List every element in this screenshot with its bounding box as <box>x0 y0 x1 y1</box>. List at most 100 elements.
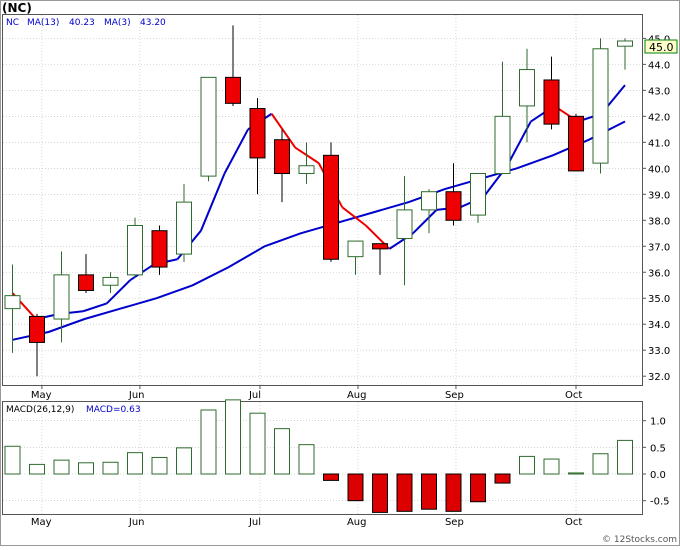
candle <box>151 225 168 275</box>
price-panel-frame <box>2 14 643 386</box>
macd-y-tick-label: -0.5 <box>650 497 670 508</box>
candle-body <box>592 48 609 164</box>
macd-bar <box>519 455 535 475</box>
macd-x-tick-label: Sep <box>445 517 464 528</box>
legend-symbol: NC <box>6 18 19 28</box>
macd-x-axis: May Jun Jul Aug Sep Oct <box>31 517 582 528</box>
candle-body <box>127 224 143 276</box>
price-legend: NC MA(13) 40.23 MA(3) 43.20 <box>6 18 166 28</box>
macd-bar <box>225 399 241 475</box>
candle <box>592 38 609 174</box>
macd-y-tick-label: 1.0 <box>650 417 666 428</box>
candle-body <box>249 108 266 159</box>
legend-ma13-value: 40.23 <box>69 18 95 28</box>
candle-body <box>29 315 45 343</box>
ma3-line-segment <box>106 279 131 305</box>
price-x-tick-label: May <box>31 390 52 401</box>
price-y-tick-label: 38.0 <box>648 216 670 227</box>
candle-body <box>274 139 290 175</box>
macd-bar <box>29 463 45 475</box>
candle-layer <box>4 25 633 377</box>
price-y-tick-label: 37.0 <box>648 242 670 253</box>
price-y-tick-label: 33.0 <box>648 346 670 357</box>
candle-body <box>445 191 462 221</box>
candle-body <box>372 243 388 250</box>
candle-body <box>494 115 511 175</box>
candle <box>396 176 413 286</box>
macd-bar <box>568 472 584 475</box>
candle-body <box>151 230 168 268</box>
candle-body <box>78 274 94 291</box>
macd-bar <box>176 447 192 475</box>
candle-body <box>543 79 560 125</box>
candle <box>347 240 364 275</box>
macd-y-tick-label: 0.5 <box>650 443 666 454</box>
candle <box>470 173 486 223</box>
candle-body <box>617 40 633 47</box>
price-x-tick-label: Jul <box>248 390 261 401</box>
macd-bar <box>421 473 437 510</box>
price-x-tick-label: Oct <box>565 390 582 401</box>
candle <box>494 61 511 175</box>
macd-bar <box>200 409 217 475</box>
macd-legend: MACD(26,12,9) MACD=0.63 <box>6 405 141 415</box>
candle-body <box>200 76 217 177</box>
ma3-line-segment <box>270 113 297 149</box>
price-y-tick-label: 35.0 <box>648 294 670 305</box>
last-price-badge: 45.0 <box>644 39 678 54</box>
macd-bar <box>151 456 168 475</box>
candle <box>617 38 633 70</box>
price-y-tick-label: 41.0 <box>648 138 670 149</box>
ma3-line-segment <box>412 209 438 234</box>
candle-body <box>421 191 437 211</box>
candle-body <box>470 173 486 216</box>
macd-bar <box>53 459 70 475</box>
candle-body <box>53 274 70 320</box>
candle <box>200 76 217 182</box>
ma3-line-segment <box>82 302 108 313</box>
watermark: © 12Stocks.com <box>602 535 677 545</box>
candle <box>372 243 388 275</box>
candle-body <box>176 201 192 255</box>
candle <box>543 56 560 130</box>
candle <box>176 183 192 262</box>
macd-bar <box>396 473 413 512</box>
macd-bar <box>4 445 21 475</box>
price-x-tick-label: Aug <box>347 390 367 401</box>
last-price-badge-box <box>644 39 678 54</box>
candle <box>519 48 535 143</box>
macd-legend-value: MACD=0.63 <box>86 405 141 415</box>
macd-bar <box>470 473 486 503</box>
candle-body <box>323 154 339 260</box>
macd-bar <box>127 452 143 475</box>
candle <box>249 98 266 195</box>
candle <box>568 113 584 172</box>
price-y-tick-label: 39.0 <box>648 190 670 201</box>
candle-body <box>347 240 364 258</box>
macd-bar-layer <box>4 399 633 513</box>
candle-body <box>519 69 535 107</box>
price-y-tick-label: 44.0 <box>648 60 670 71</box>
legend-ma13-label: MA(13) <box>27 18 59 28</box>
macd-bar <box>445 473 462 512</box>
macd-x-tick-label: May <box>31 517 52 528</box>
price-y-tick-label: 43.0 <box>648 86 670 97</box>
candle-body <box>4 295 21 310</box>
candle <box>78 254 94 294</box>
macd-bar <box>543 458 560 475</box>
legend-ma3-value: 43.20 <box>140 18 166 28</box>
macd-bar <box>249 412 266 475</box>
last-price-badge-text: 45.0 <box>649 41 674 54</box>
ma3-line-segment <box>200 173 226 232</box>
macd-bar <box>347 473 364 502</box>
candle <box>274 129 290 203</box>
price-x-tick-label: Sep <box>445 390 464 401</box>
macd-bar <box>323 473 339 481</box>
price-y-tick-label: 42.0 <box>648 112 670 123</box>
price-y-tick-label: 32.0 <box>648 372 670 383</box>
price-x-axis: May Jun Jul Aug Sep Oct <box>31 385 582 401</box>
candle-body <box>102 276 119 286</box>
macd-legend-label: MACD(26,12,9) <box>6 405 74 415</box>
